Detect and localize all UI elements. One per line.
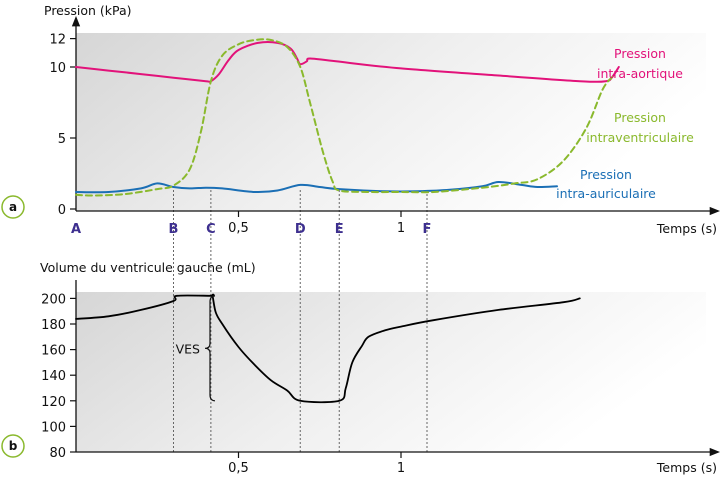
panel-a-x-ticks: 0,5 1 — [228, 211, 405, 236]
panel-b-x-axis-label: Temps (s) — [656, 460, 717, 475]
panel-b-y-ticks: 80 100 120 140 160 180 200 — [41, 292, 76, 461]
panel-b-plot-area — [76, 292, 706, 452]
y-tick-label: 12 — [49, 33, 66, 48]
y-tick-label: 100 — [41, 420, 66, 435]
event-label-F: F — [423, 222, 432, 237]
x-tick-label: 1 — [397, 461, 405, 476]
panel-a-x-axis-label: Temps (s) — [656, 221, 717, 236]
y-tick-label: 80 — [49, 446, 66, 461]
event-label-C: C — [206, 222, 216, 237]
panel-a-badge: a — [1, 195, 25, 219]
ves-brace — [204, 295, 216, 402]
svg-text:b: b — [9, 439, 18, 453]
panel-b-badge: b — [1, 434, 25, 458]
y-tick-label: 120 — [41, 395, 66, 410]
series-atrial-pressure — [75, 180, 558, 194]
panel-b-x-ticks: 0,5 1 — [228, 452, 405, 476]
x-tick-label: 1 — [397, 221, 405, 236]
legend-ventricular-line1: Pression — [614, 110, 666, 125]
ves-label: VES — [176, 341, 200, 356]
y-tick-label: 0 — [58, 203, 66, 218]
legend-aortic-line2: intra-aortique — [597, 66, 683, 81]
event-label-D: D — [295, 222, 306, 237]
panel-a-event-labels: A B C D E F — [71, 222, 431, 237]
x-tick-label: 0,5 — [228, 461, 249, 476]
panel-b-y-axis-label: Volume du ventricule gauche (mL) — [40, 260, 256, 275]
x-tick-label: 0,5 — [228, 221, 249, 236]
panel-a-series — [75, 38, 620, 197]
event-label-A: A — [71, 222, 81, 237]
panel-a-y-axis-label: Pression (kPa) — [44, 3, 132, 18]
y-tick-label: 180 — [41, 318, 66, 333]
legend-atrial-line2: intra-auriculaire — [556, 186, 656, 201]
panel-b-series — [75, 293, 581, 404]
panel-a-legend: Pression intra-aortique Pression intrave… — [556, 46, 694, 201]
panel-a-y-ticks: 0 5 10 12 — [49, 33, 76, 218]
series-volume — [75, 293, 581, 404]
y-tick-label: 10 — [49, 61, 66, 76]
y-tick-label: 200 — [41, 292, 66, 307]
y-tick-label: 5 — [58, 132, 66, 147]
y-tick-label: 140 — [41, 369, 66, 384]
y-tick-label: 160 — [41, 344, 66, 359]
event-label-B: B — [169, 222, 179, 237]
legend-atrial-line1: Pression — [580, 167, 632, 182]
svg-text:a: a — [9, 200, 17, 214]
legend-aortic-line1: Pression — [614, 46, 666, 61]
panel-a-plot-area — [76, 33, 706, 211]
ves-annotation: VES — [176, 295, 216, 402]
series-ventricular-pressure — [75, 38, 614, 197]
event-label-E: E — [335, 222, 344, 237]
series-aortic-pressure — [75, 41, 620, 83]
legend-ventricular-line2: intraventriculaire — [586, 130, 694, 145]
